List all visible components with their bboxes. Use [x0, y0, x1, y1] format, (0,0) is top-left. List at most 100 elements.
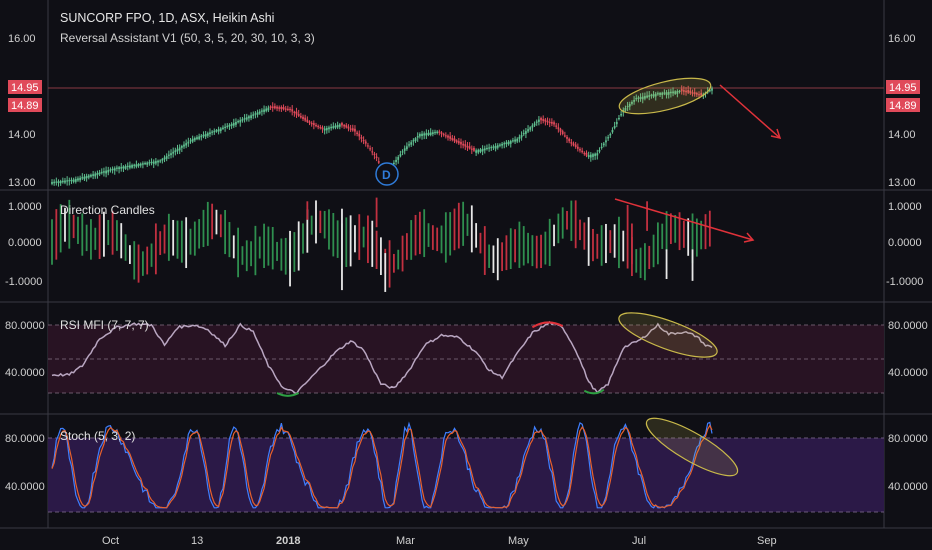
price-candle [429, 132, 432, 135]
price-candle [230, 123, 233, 126]
price-candle [695, 92, 698, 95]
direction-candle [284, 237, 287, 275]
direction-candle [579, 219, 581, 241]
price-candle [540, 117, 542, 121]
x-tick-oct: Oct [102, 535, 119, 547]
price-candle [191, 138, 194, 142]
price-candle [100, 171, 103, 174]
price-tick-16: 16.00 [8, 33, 36, 45]
price-candle [152, 161, 155, 164]
price-candle [196, 137, 198, 140]
direction-candle [193, 221, 196, 256]
price-candle [698, 94, 700, 96]
direction-candle [639, 247, 642, 279]
price-candle [440, 132, 443, 134]
rsi-tick-40-right: 40.0000 [888, 367, 928, 379]
direction-candle [332, 212, 335, 257]
price-candle [563, 135, 566, 137]
direction-candle [258, 236, 261, 259]
price-candle [537, 119, 540, 122]
x-tick-jul: Jul [632, 535, 646, 547]
direction-tick-1-right: 1.0000 [888, 201, 922, 213]
direction-down-arrow [614, 198, 754, 241]
price-candle [494, 146, 497, 149]
price-candle [505, 142, 508, 145]
direction-candle [466, 213, 469, 236]
direction-candle [609, 230, 612, 254]
price-candle [269, 106, 272, 108]
direction-candle [315, 200, 317, 244]
direction-candle [280, 238, 283, 271]
price-candle [96, 173, 99, 175]
price-tags-right: 14.95 14.89 [886, 80, 920, 112]
price-candle [431, 132, 434, 135]
direction-candle [449, 212, 452, 256]
price-candle [507, 141, 510, 145]
price-candle [550, 121, 553, 124]
price-candle [126, 165, 129, 168]
price-candle [453, 138, 456, 142]
rsi-oversold-segment [583, 388, 605, 395]
price-candle [410, 142, 413, 145]
direction-candle [107, 219, 110, 246]
price-candle [224, 126, 227, 129]
price-candle [522, 133, 525, 135]
price-candle [137, 164, 140, 166]
price-candle [544, 119, 547, 122]
price-candle [98, 172, 101, 175]
price-candle [317, 125, 320, 128]
stoch-d-line [51, 424, 713, 509]
price-candle [648, 95, 651, 97]
price-candle [161, 158, 164, 161]
direction-candle [297, 221, 300, 271]
price-candle [561, 131, 564, 134]
price-candle [154, 161, 157, 164]
price-candle [293, 111, 296, 113]
price-candle [438, 131, 441, 133]
rsi-axis-left: 80.0000 40.0000 [5, 320, 45, 379]
direction-candle [535, 235, 538, 269]
price-candle [574, 144, 577, 148]
price-candle [654, 93, 657, 97]
price-candle [243, 118, 246, 120]
price-candle [553, 122, 555, 125]
rsi-series-line [51, 320, 713, 395]
price-candle [620, 114, 623, 116]
direction-candle [444, 212, 447, 263]
direction-candle [159, 231, 162, 255]
price-candle [481, 148, 484, 152]
direction-candle [267, 226, 270, 266]
price-candle [53, 181, 56, 184]
price-candle [403, 148, 406, 151]
price-candle [217, 129, 220, 132]
direction-candle [349, 215, 352, 267]
direction-candle [215, 209, 218, 235]
price-candle [273, 106, 276, 109]
price-candle [600, 146, 603, 148]
stoch-axis-left: 80.0000 40.0000 [5, 433, 45, 493]
direction-candle [310, 215, 313, 235]
price-candle [70, 179, 73, 182]
price-candle [258, 111, 261, 114]
chart-title: SUNCORP FPO, 1D, ASX, Heikin Ashi [60, 11, 274, 25]
dividend-badge[interactable] [375, 162, 399, 186]
price-candle [572, 143, 575, 146]
price-candle [602, 143, 605, 146]
price-candle [345, 125, 348, 128]
price-candle [678, 90, 681, 92]
price-candle [328, 127, 330, 130]
price-candle [637, 97, 640, 99]
price-candle [284, 108, 287, 110]
price-candle [228, 124, 231, 127]
price-candle [222, 127, 224, 129]
price-candle [594, 153, 597, 156]
direction-candle [133, 241, 136, 280]
price-candle [691, 92, 694, 94]
price-candle [466, 145, 469, 148]
direction-candle [566, 210, 568, 230]
direction-candle [527, 232, 529, 264]
price-candle [59, 181, 62, 184]
price-candle [449, 136, 452, 139]
price-candle [321, 127, 324, 130]
price-candle [64, 180, 66, 183]
